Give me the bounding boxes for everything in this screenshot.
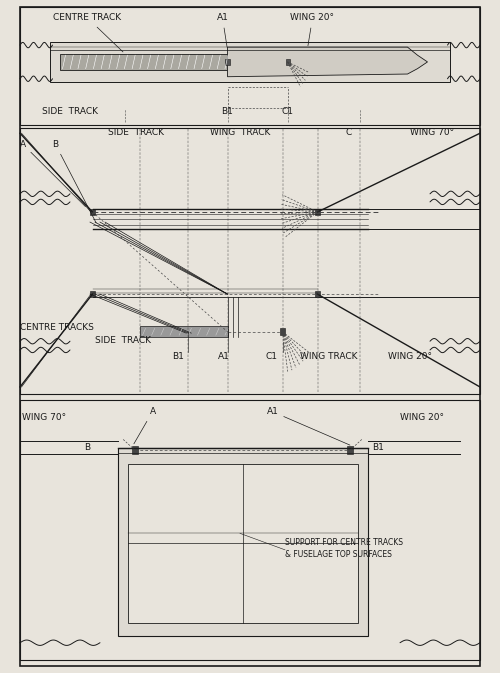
Polygon shape: [128, 464, 358, 623]
Text: A1: A1: [218, 352, 230, 361]
Polygon shape: [315, 291, 320, 297]
Polygon shape: [347, 446, 353, 454]
Text: & FUSELAGE TOP SURFACES: & FUSELAGE TOP SURFACES: [285, 550, 392, 559]
Text: SIDE  TRACK: SIDE TRACK: [95, 336, 151, 345]
Text: A1: A1: [266, 407, 350, 445]
Text: WING  TRACK: WING TRACK: [210, 128, 270, 137]
Text: CENTRE TRACKS: CENTRE TRACKS: [20, 323, 94, 332]
Polygon shape: [90, 291, 95, 297]
Text: WING 20°: WING 20°: [290, 13, 335, 46]
Text: SUPPORT FOR CENTRE TRACKS: SUPPORT FOR CENTRE TRACKS: [285, 538, 403, 547]
Text: C1: C1: [282, 108, 294, 116]
Text: B1: B1: [222, 108, 234, 116]
Polygon shape: [132, 446, 138, 454]
Polygon shape: [140, 326, 228, 337]
Polygon shape: [60, 54, 228, 70]
Text: B: B: [84, 443, 90, 452]
Polygon shape: [50, 42, 450, 82]
Polygon shape: [280, 328, 285, 335]
Text: WING 70°: WING 70°: [22, 413, 66, 421]
Text: WING 70°: WING 70°: [410, 128, 454, 137]
Text: WING 20°: WING 20°: [388, 352, 432, 361]
Text: B: B: [52, 140, 96, 223]
Polygon shape: [90, 209, 95, 215]
Text: A: A: [134, 407, 156, 444]
Text: B1: B1: [172, 352, 184, 361]
Text: WING TRACK: WING TRACK: [300, 352, 358, 361]
Polygon shape: [225, 59, 230, 65]
Text: A1: A1: [216, 13, 228, 47]
Text: A: A: [20, 140, 86, 207]
Text: SIDE  TRACK: SIDE TRACK: [108, 128, 164, 137]
Text: B1: B1: [372, 443, 384, 452]
Polygon shape: [315, 209, 320, 215]
Text: WING 20°: WING 20°: [400, 413, 444, 421]
Text: CENTRE TRACK: CENTRE TRACK: [54, 13, 123, 52]
Text: SIDE  TRACK: SIDE TRACK: [42, 108, 98, 116]
Polygon shape: [286, 59, 290, 65]
Polygon shape: [228, 47, 428, 77]
Text: C1: C1: [265, 352, 277, 361]
Polygon shape: [118, 448, 368, 636]
Text: C: C: [345, 128, 351, 137]
